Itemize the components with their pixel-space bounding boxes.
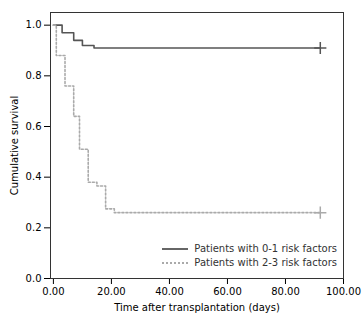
svg-text:Time after transplantation (da: Time after transplantation (days)	[113, 302, 280, 313]
svg-text:0.00: 0.00	[42, 286, 64, 297]
svg-text:1.0: 1.0	[26, 19, 42, 30]
svg-text:0.4: 0.4	[26, 171, 42, 182]
svg-text:0.2: 0.2	[26, 222, 42, 233]
svg-text:40.00: 40.00	[155, 286, 184, 297]
svg-text:60.00: 60.00	[213, 286, 242, 297]
html-text:Patients with 0-1 risk factors: Patients with 0-1 risk factors	[194, 243, 337, 254]
svg-text:0.0: 0.0	[26, 273, 42, 284]
svg-text:Cumulative survival: Cumulative survival	[9, 96, 20, 195]
svg-text:0.8: 0.8	[26, 70, 42, 81]
svg-text:20.00: 20.00	[97, 286, 126, 297]
svg-text:80.00: 80.00	[271, 286, 300, 297]
html-text:Patients with 2-3 risk factors: Patients with 2-3 risk factors	[194, 257, 337, 268]
svg-text:100.00: 100.00	[326, 286, 361, 297]
svg-text:0.6: 0.6	[26, 121, 42, 132]
